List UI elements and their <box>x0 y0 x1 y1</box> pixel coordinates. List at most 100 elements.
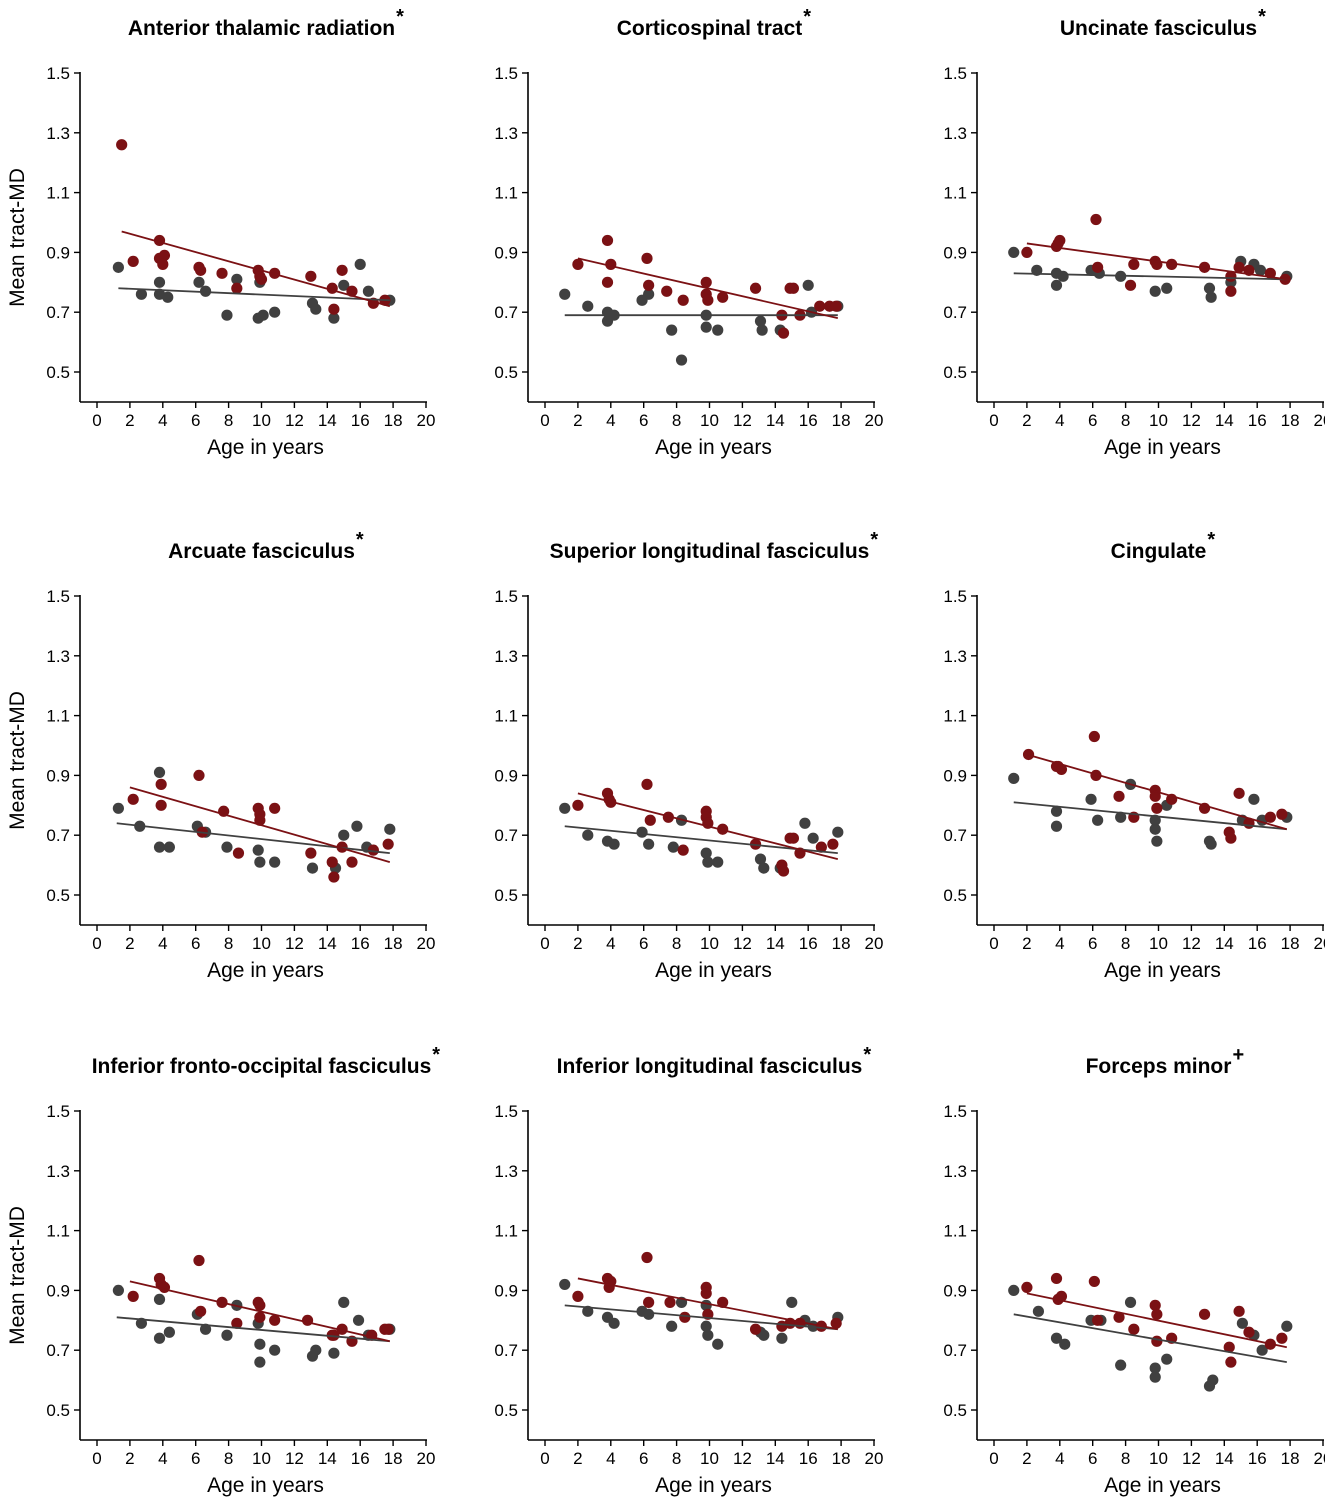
x-tick-label: 20 <box>417 934 436 953</box>
panel-8: Inferior longitudinal fasciculus * 0 2 4 6 8 10… <box>494 1044 883 1497</box>
y-tick-label: 0.7 <box>46 826 70 845</box>
data-point-red <box>1166 258 1178 270</box>
y-tick-label: 0.9 <box>943 243 967 262</box>
data-point-gray <box>1008 772 1020 784</box>
data-point-gray <box>1149 814 1161 826</box>
data-point-red <box>328 1329 340 1341</box>
data-point-red <box>830 300 842 312</box>
data-point-red <box>1243 1326 1255 1338</box>
data-point-gray <box>328 312 340 324</box>
y-tick-label: 0.9 <box>46 766 70 785</box>
x-axis-label: Age in years <box>207 1474 324 1497</box>
panel-3: Uncinate fasciculus* 0 2 4 6 8 10 12 14 16 18 20 0.5… <box>943 6 1325 459</box>
x-tick-label: 14 <box>1215 1449 1234 1468</box>
x-tick-label: 8 <box>224 934 233 953</box>
y-tick-label: 1.5 <box>46 1102 70 1121</box>
fit-line-gray <box>564 1304 838 1331</box>
fit-line-gray <box>1013 801 1287 831</box>
data-point-red <box>269 802 281 814</box>
y-tick-label: 1.5 <box>46 587 70 606</box>
data-point-gray <box>702 1329 714 1341</box>
fit-line-red <box>577 257 839 320</box>
data-point-red <box>1225 1356 1237 1368</box>
data-point-red <box>1021 246 1033 258</box>
data-point-gray <box>786 1296 798 1308</box>
x-tick-label: 14 <box>1215 411 1234 430</box>
x-tick-label: 10 <box>700 1449 719 1468</box>
x-tick-label: 18 <box>1281 934 1300 953</box>
series-gray <box>112 1284 396 1368</box>
panel-title: Forceps minor <box>1086 1055 1232 1078</box>
data-point-gray <box>559 1278 571 1291</box>
fit-line-red <box>1026 753 1288 831</box>
x-tick-label: 10 <box>1149 411 1168 430</box>
x-tick-label: 8 <box>1121 411 1130 430</box>
x-tick-label: 4 <box>1055 1449 1064 1468</box>
y-tick-label: 1.3 <box>943 1162 967 1181</box>
series-gray <box>1008 772 1293 850</box>
data-point-red <box>1124 279 1137 291</box>
data-point-gray <box>608 1317 620 1329</box>
data-point-red <box>787 832 799 844</box>
data-point-red <box>777 865 790 877</box>
data-point-gray <box>162 291 174 303</box>
y-tick-label: 1.3 <box>46 124 70 143</box>
data-point-red <box>1233 261 1245 273</box>
panel-title: Corticospinal tract <box>617 17 803 40</box>
data-point-gray <box>712 856 724 868</box>
fit-line-red <box>1026 1292 1287 1349</box>
x-tick-label: 16 <box>799 411 818 430</box>
data-point-red <box>346 856 358 868</box>
x-tick-label: 2 <box>1022 934 1031 953</box>
data-point-gray <box>712 1338 724 1350</box>
x-tick-label: 18 <box>1281 411 1300 430</box>
data-point-gray <box>1248 793 1260 805</box>
data-point-red <box>336 1323 348 1335</box>
x-tick-label: 16 <box>1248 411 1267 430</box>
y-tick-label: 0.7 <box>46 303 70 322</box>
x-tick-label: 6 <box>639 411 648 430</box>
x-tick-label: 6 <box>191 411 200 430</box>
x-tick-label: 2 <box>573 411 582 430</box>
data-point-gray <box>221 1329 233 1341</box>
data-point-red <box>677 844 689 856</box>
data-point-red <box>777 327 790 339</box>
data-point-gray <box>352 1314 365 1326</box>
data-point-red <box>255 273 268 285</box>
x-axis-label: Age in years <box>655 436 772 459</box>
data-point-gray <box>1161 282 1173 294</box>
x-tick-label: 20 <box>865 1449 884 1468</box>
data-point-gray <box>832 826 844 838</box>
data-point-red <box>231 282 243 294</box>
x-tick-label: 14 <box>766 411 785 430</box>
significance-marker: * <box>1258 6 1266 28</box>
x-tick-label: 10 <box>700 934 719 953</box>
y-tick-label: 0.9 <box>943 1281 967 1300</box>
data-point-red <box>193 1254 205 1267</box>
x-tick-label: 10 <box>252 1449 271 1468</box>
y-tick-label: 1.1 <box>943 707 967 726</box>
panel-title: Uncinate fasciculus <box>1060 17 1257 40</box>
x-tick-label: 8 <box>224 1449 233 1468</box>
data-point-gray <box>153 1332 166 1344</box>
data-point-gray <box>636 826 648 838</box>
data-point-gray <box>1050 1332 1063 1344</box>
data-point-red <box>1233 1305 1245 1317</box>
data-point-gray <box>776 1332 788 1344</box>
y-tick-label: 0.7 <box>494 1341 518 1360</box>
data-point-red <box>193 769 205 782</box>
x-axis-label: Age in years <box>207 959 324 982</box>
data-point-gray <box>1115 811 1127 823</box>
x-axis-label: Age in years <box>655 959 772 982</box>
data-point-gray <box>338 279 350 291</box>
fit-line-red <box>1026 242 1287 281</box>
data-point-red <box>254 1299 266 1311</box>
fit-line-gray <box>1013 1313 1287 1364</box>
panel-7: Inferior fronto-occipital fasciculus * 0 2 4… <box>6 1044 440 1497</box>
x-tick-label: 20 <box>865 934 884 953</box>
data-point-gray <box>310 1344 322 1356</box>
x-tick-label: 10 <box>1149 934 1168 953</box>
data-point-gray <box>351 820 363 832</box>
data-point-gray <box>269 1344 281 1356</box>
x-tick-label: 6 <box>639 934 648 953</box>
